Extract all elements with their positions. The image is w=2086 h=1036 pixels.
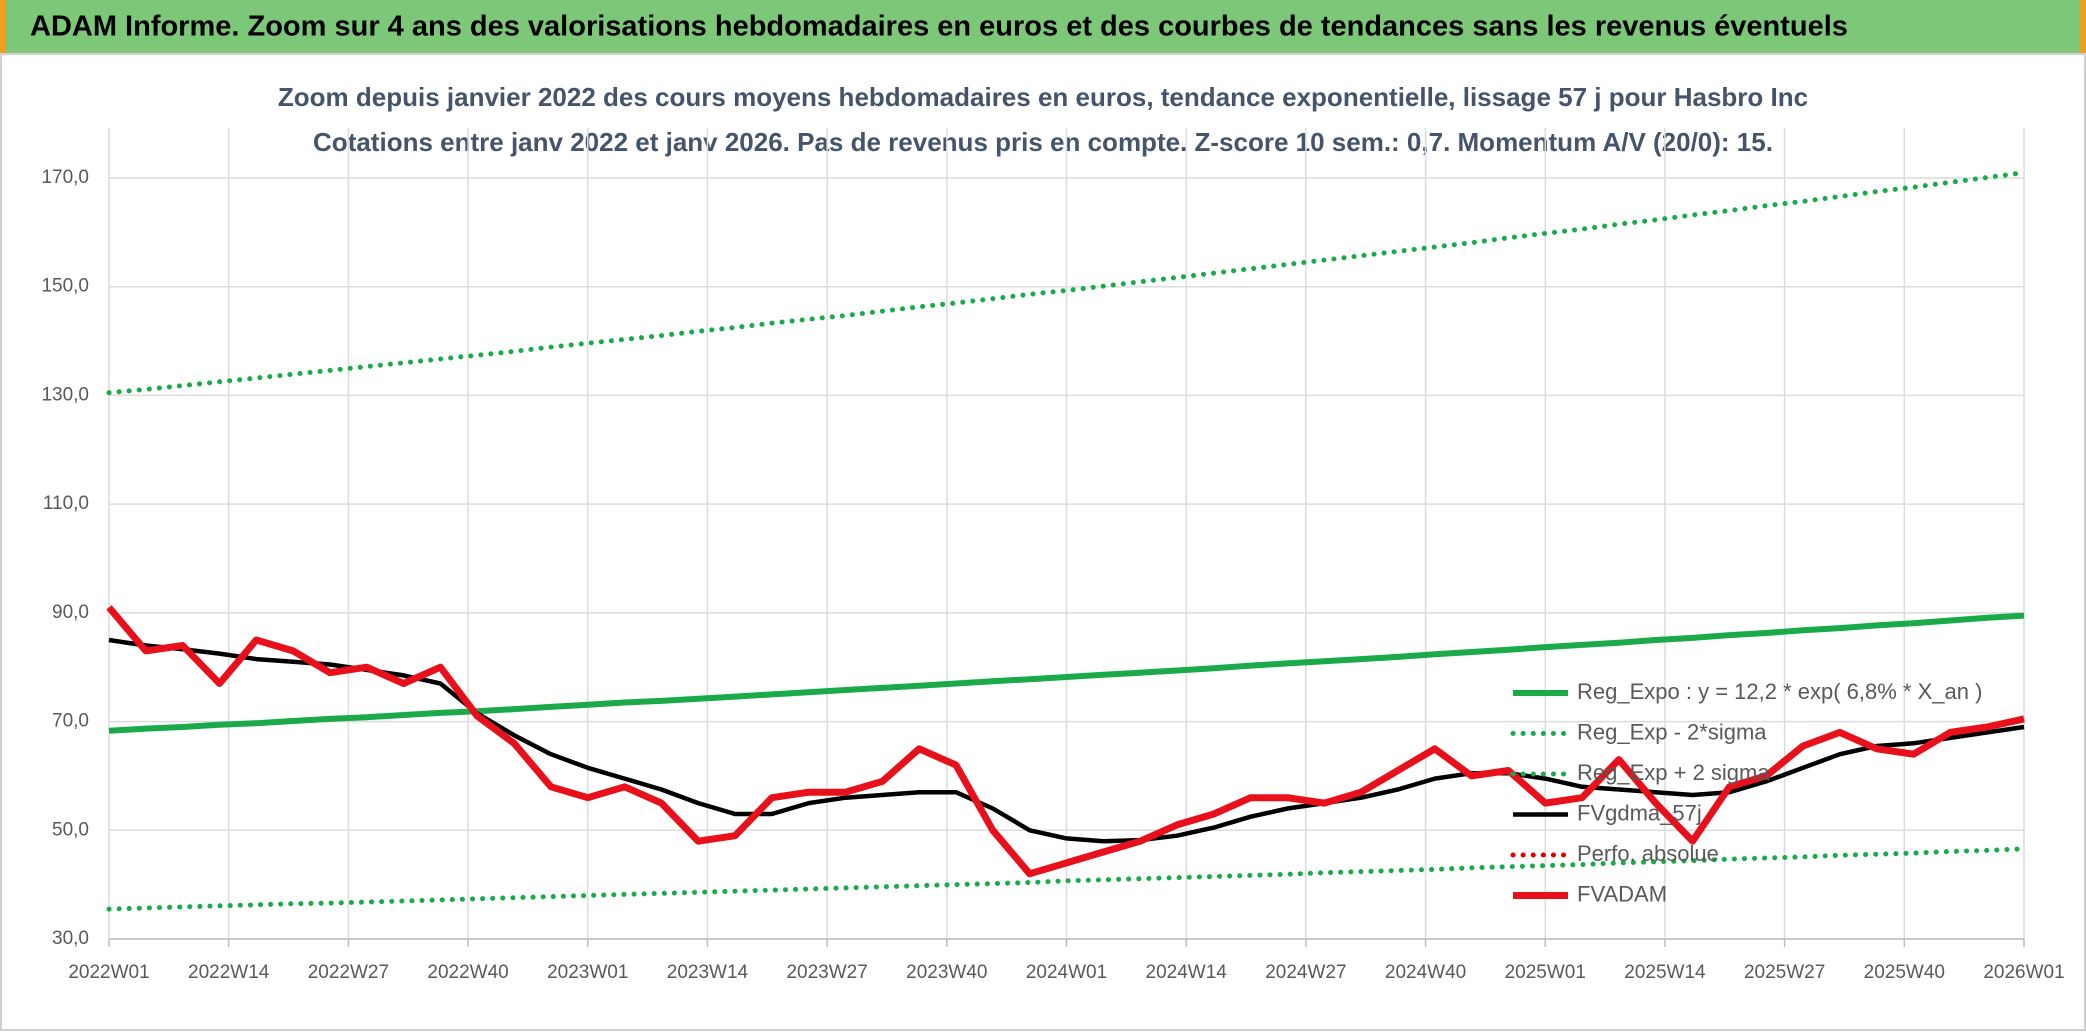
- banner-edge: [2080, 0, 2086, 54]
- x-tick-label: 2024W40: [1385, 962, 1466, 983]
- y-tick-label: 70,0: [52, 711, 89, 732]
- series-line: [106, 846, 2027, 912]
- x-tick-label: 2025W27: [1744, 962, 1825, 983]
- series-line: [106, 605, 2025, 878]
- legend-label: Reg_Exp + 2 sigma: [1577, 760, 1770, 785]
- chart-frame: [0, 53, 2086, 1031]
- x-tick-label: 2022W27: [308, 962, 389, 983]
- grid: 30,0 50,0 70,0 90,0 110,0 130,0 150,0 170,0 2022…: [41, 128, 2065, 983]
- x-tick-label: 2024W01: [1026, 962, 1107, 983]
- banner-edge: [0, 0, 6, 54]
- x-tick-label: 2022W01: [68, 962, 149, 983]
- y-tick-label: 170,0: [41, 167, 89, 188]
- legend-label: Reg_Expo : y = 12,2 * exp( 6,8% * X_an ): [1577, 679, 1982, 704]
- legend-label: FVgdma_57j: [1577, 800, 1702, 825]
- y-tick-label: 30,0: [52, 928, 89, 949]
- x-tick-label: 2022W40: [427, 962, 508, 983]
- x-tick-label: 2024W14: [1146, 962, 1228, 983]
- chart-subtitle: Cotations entre janv 2022 et janv 2026. …: [313, 127, 1773, 157]
- y-tick-label: 90,0: [52, 602, 89, 623]
- y-tick-label: 150,0: [41, 276, 89, 297]
- chart-title: Zoom depuis janvier 2022 des cours moyen…: [278, 82, 1808, 112]
- y-tick-label: 130,0: [41, 384, 89, 405]
- legend-label: Reg_Exp - 2*sigma: [1577, 719, 1767, 744]
- legend-label: FVADAM: [1577, 881, 1667, 906]
- y-tick-label: 50,0: [52, 819, 89, 840]
- page-title: ADAM Informe. Zoom sur 4 ans des valoris…: [30, 11, 1848, 43]
- x-tick-label: 2022W14: [188, 962, 270, 983]
- series-line: [106, 170, 2027, 396]
- header-banner: [0, 0, 2086, 54]
- x-tick-label: 2023W01: [547, 962, 628, 983]
- series-line: [108, 612, 2025, 734]
- y-tick-label: 110,0: [43, 493, 89, 514]
- x-tick-label: 2025W14: [1624, 962, 1706, 983]
- x-tick-label: 2024W27: [1265, 962, 1346, 983]
- x-tick-label: 2023W27: [786, 962, 867, 983]
- x-tick-label: 2025W01: [1505, 962, 1586, 983]
- x-tick-label: 2023W14: [667, 962, 749, 983]
- legend: Reg_Expo : y = 12,2 * exp( 6,8% * X_an )…: [1510, 679, 1982, 906]
- plot-lines: [106, 170, 2027, 912]
- x-tick-label: 2026W01: [1983, 962, 2064, 983]
- x-tick-label: 2025W40: [1864, 962, 1945, 983]
- series-line: [108, 637, 2025, 844]
- legend-label: Perfo. absolue: [1577, 841, 1719, 866]
- x-tick-label: 2023W40: [906, 962, 987, 983]
